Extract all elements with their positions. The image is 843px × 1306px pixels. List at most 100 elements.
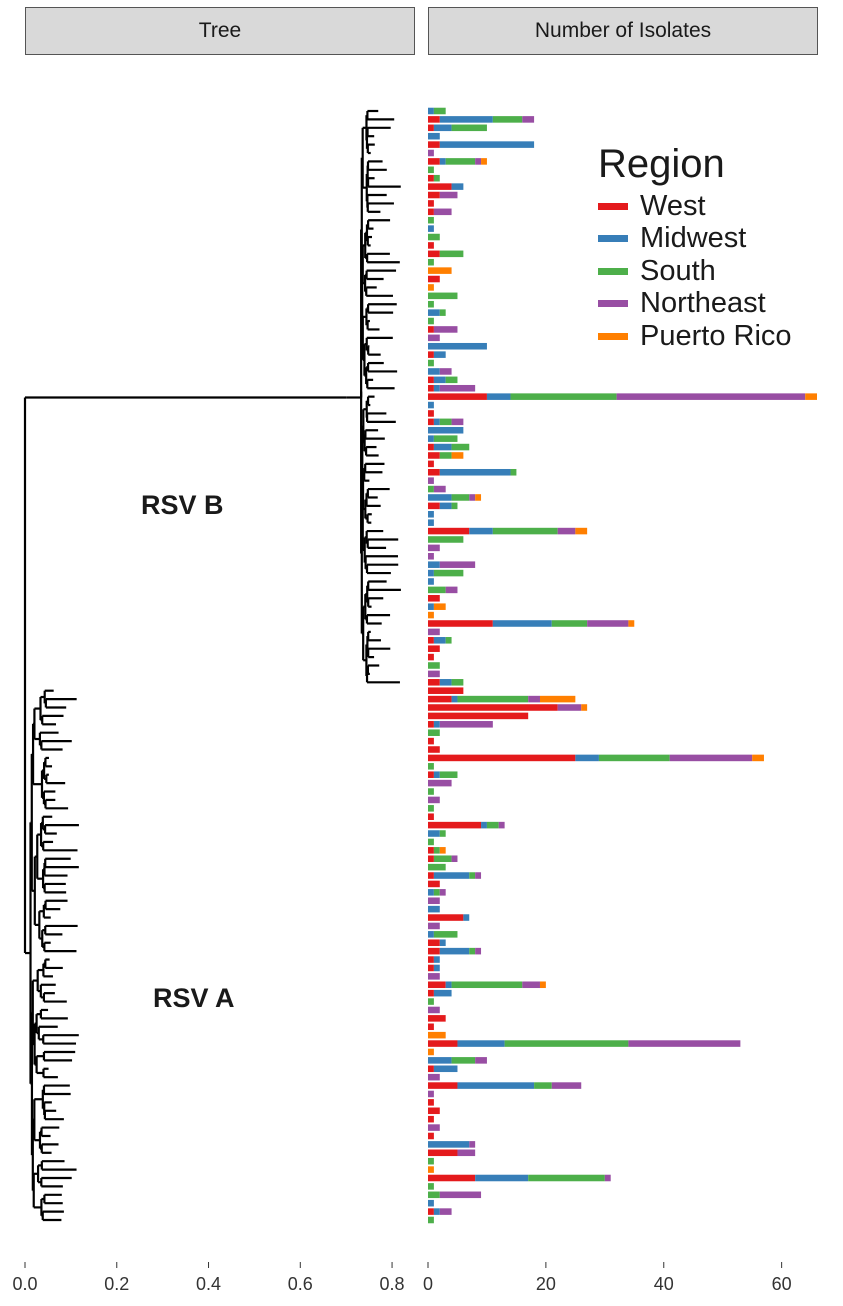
legend-title: Region [598, 142, 725, 186]
x-axes: 0.0 0.2 0.4 0.6 0.8 0 20 40 60 [12, 1262, 792, 1294]
bar-segment [433, 208, 452, 216]
bar-segment [428, 931, 434, 938]
bar-segment [439, 1208, 452, 1215]
isolate-bars [428, 107, 817, 1224]
bar-segment [492, 116, 523, 123]
bar-segment [428, 326, 434, 333]
bar-segment [587, 620, 629, 627]
bar-segment [428, 603, 434, 610]
bar-segment [428, 779, 452, 787]
bar-segment [439, 309, 446, 316]
bar-segment [439, 141, 535, 148]
bar-segment [428, 1191, 440, 1199]
bar-segment [433, 351, 446, 358]
bar-segment [433, 771, 440, 778]
bar-segment [469, 527, 493, 535]
bar-segment [752, 754, 764, 762]
bar-segment [428, 754, 576, 762]
isolates-panel-header: Number of Isolates [428, 7, 818, 55]
bar-segment [428, 838, 434, 846]
bar-segment [451, 124, 487, 132]
legend-label: South [640, 254, 716, 287]
bar-segment [428, 721, 434, 728]
bar-segment [428, 132, 440, 140]
bar-segment [428, 1208, 434, 1215]
bar-segment [439, 947, 470, 955]
tree-panel-title: Tree [198, 19, 242, 42]
bar-segment [433, 124, 452, 132]
bar-segment [428, 805, 434, 812]
bar-segment [433, 443, 452, 451]
bar-segment [433, 376, 446, 384]
bar-segment [428, 746, 440, 753]
bar-segment [539, 695, 576, 703]
bar-segment [469, 494, 476, 501]
bar-segment [428, 1107, 440, 1115]
bar-segment [439, 679, 452, 686]
bar-segment [481, 821, 487, 829]
bar-segment [428, 569, 434, 577]
bar-segment [439, 889, 446, 896]
bar-segment [428, 947, 440, 955]
bar-segment [428, 939, 440, 947]
bar-segment [457, 695, 529, 703]
bar-segment [439, 721, 493, 728]
isolates-panel-title: Number of Isolates [534, 19, 712, 42]
bar-segment [433, 847, 440, 854]
bar-segment [428, 309, 440, 316]
bar-segment [475, 1174, 529, 1182]
bar-segment [557, 704, 582, 711]
bar-segment [528, 695, 540, 703]
tree-panel-header: Tree [25, 7, 415, 55]
bar-segment [439, 158, 446, 165]
bar-segment [451, 183, 464, 190]
bar-segment [428, 889, 434, 896]
bar-segment [439, 468, 511, 476]
bar-segment [433, 107, 446, 115]
bar-segment [428, 1216, 434, 1224]
bar-segment [433, 384, 440, 392]
bar-segment [469, 947, 476, 955]
bar-segment [439, 830, 446, 837]
bar-segment [575, 527, 588, 535]
bar-segment [539, 981, 546, 989]
bar-segment [669, 754, 753, 762]
bar-segment [428, 872, 434, 879]
bar-segment [428, 628, 440, 636]
bar-segment [428, 191, 440, 199]
legend-swatch [598, 235, 628, 243]
bar-segment [433, 855, 452, 863]
bar-segment [433, 1208, 440, 1215]
bar-segment [428, 645, 440, 652]
bar-segment [581, 704, 588, 711]
bar-segment [451, 695, 458, 703]
bar-segment [428, 1174, 476, 1182]
bar-segment [451, 418, 464, 426]
bar-segment [428, 1073, 440, 1081]
legend-swatch [598, 202, 628, 210]
bar-segment [428, 107, 434, 115]
bar-segment [428, 813, 434, 820]
bar-segment [451, 855, 458, 863]
bar-segment [428, 116, 440, 123]
bar-segment [428, 292, 458, 300]
bar-segment [428, 158, 440, 165]
bar-segment [428, 359, 434, 367]
bar-segment [428, 284, 434, 291]
bar-segment [428, 275, 440, 283]
isolates-axis-tick-label: 60 [772, 1274, 792, 1294]
bar-segment [504, 1040, 629, 1047]
bar-segment [445, 586, 458, 594]
bar-segment [439, 191, 458, 199]
bar-segment [481, 158, 487, 165]
bar-segment [451, 1057, 476, 1064]
bar-segment [433, 603, 446, 610]
bar-segment [428, 729, 440, 736]
bar-segment [628, 1040, 741, 1047]
tree-axis-tick-label: 0.6 [288, 1274, 313, 1294]
bar-segment [439, 418, 452, 426]
bar-segment [428, 258, 434, 266]
legend-label: West [640, 189, 706, 222]
bar-segment [475, 158, 482, 165]
bar-segment [428, 1040, 458, 1047]
